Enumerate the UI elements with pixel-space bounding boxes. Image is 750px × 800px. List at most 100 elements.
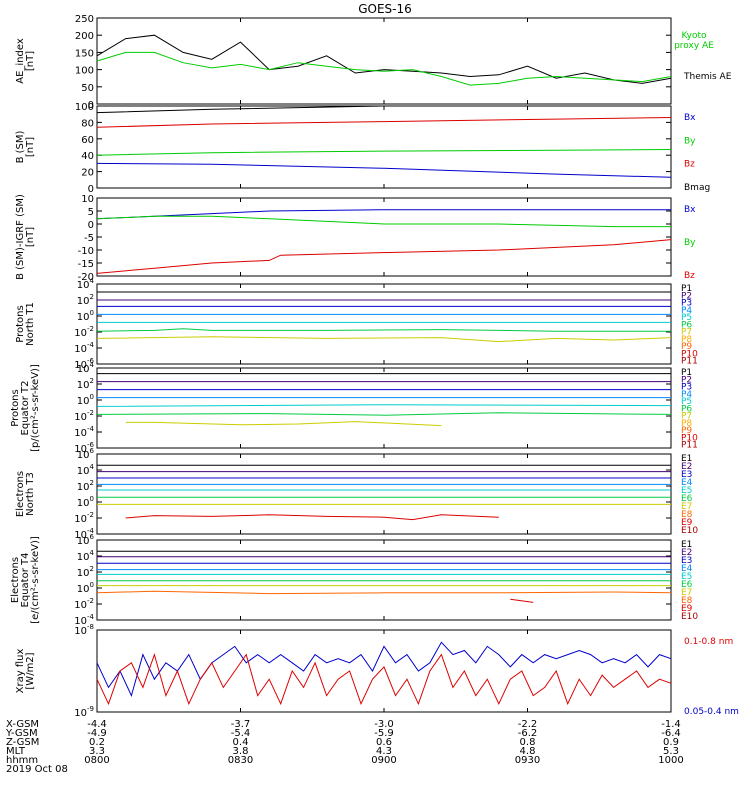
figure-title: GOES-16 [358, 2, 412, 16]
series-bz [96, 239, 672, 274]
series-bmag [96, 105, 671, 114]
legend-entry: Bz [684, 271, 695, 281]
x-axis-tick-label: -5.4 [231, 728, 251, 739]
series-p7 [125, 421, 442, 427]
legend-entry: P6 [681, 320, 692, 330]
y-axis-label: Equator T4 [20, 553, 31, 608]
y-tick-label: 0 [88, 220, 94, 231]
series-themis-ae [96, 34, 672, 84]
legend-entry: E6 [681, 494, 693, 504]
legend-entry: E2 [681, 462, 692, 472]
legend-entry: P2 [681, 291, 692, 301]
legend-entry: P4 [681, 390, 692, 400]
y-tick-label: 10-2 [74, 325, 94, 339]
x-axis-row-label: hhmm [6, 755, 38, 766]
legend-entry: Bz [684, 160, 695, 170]
series-e9 [125, 514, 499, 521]
x-axis-tick-label: 0900 [371, 755, 396, 766]
y-axis-label: Electrons [10, 557, 21, 603]
legend-entry: P8 [681, 419, 692, 429]
y-tick-label: 200 [75, 31, 94, 42]
x-axis-tick-label: 1000 [658, 755, 683, 766]
y-tick-label: -15 [78, 259, 94, 270]
y-tick-label: 104 [77, 361, 95, 375]
series-p7 [96, 336, 672, 343]
y-axis-label: Equator T2 [20, 381, 31, 436]
y-tick-label: 10-8 [74, 623, 94, 637]
y-tick-label: -10 [78, 246, 94, 257]
series-0-1-0-8-nm [96, 652, 672, 706]
x-axis-tick-label: -6.2 [518, 728, 538, 739]
legend-entry: 0.1-0.8 nm [684, 637, 733, 647]
y-tick-label: 150 [75, 48, 94, 59]
y-tick-label: 102 [77, 479, 94, 493]
y-tick-label: 10 [81, 194, 94, 205]
y-tick-label: 5 [88, 207, 94, 218]
legend-entry: P10 [681, 433, 698, 443]
y-tick-label: 10-2 [74, 511, 94, 525]
y-tick-label: 20 [81, 168, 94, 179]
x-axis-tick-label: -5.9 [374, 728, 394, 739]
x-axis-tick-label: -6.4 [661, 728, 681, 739]
y-axis-label: [e/(cm²-s-sr-keV)] [30, 536, 41, 624]
y-axis-label: [nT] [25, 51, 36, 71]
x-axis-tick-label: 0830 [228, 755, 253, 766]
legend-entry: E7 [681, 588, 692, 598]
legend-entry: P5 [681, 313, 692, 323]
y-tick-label: 100 [77, 495, 94, 509]
x-axis-tick-label: -1.4 [661, 719, 681, 730]
legend-entry: E10 [681, 526, 698, 536]
panel-frame [96, 17, 672, 105]
y-tick-label: 80 [81, 118, 94, 129]
legend-entry: P11 [681, 357, 698, 367]
panel-frame [96, 453, 672, 535]
y-axis-label: Electrons [15, 471, 26, 517]
series-0-05-0-4-nm [96, 641, 672, 698]
y-tick-label: 106 [77, 447, 95, 461]
legend-entry: Bmag [684, 183, 710, 193]
y-tick-label: 250 [75, 14, 94, 25]
y-axis-label: [p/(cm²-s-sr-keV)] [30, 364, 41, 452]
legend-entry: 0.05-0.4 nm [684, 707, 739, 717]
series-p5 [96, 404, 672, 407]
y-axis-label: AE_index [15, 38, 26, 84]
legend-entry: P9 [681, 342, 692, 352]
legend-entry: P4 [681, 306, 692, 316]
x-axis-row-label: Z-GSM [6, 737, 39, 748]
legend-entry: Themis AE [683, 72, 732, 82]
y-tick-label: 106 [77, 533, 95, 547]
legend-entry: E9 [681, 518, 693, 528]
y-tick-label: 0 [88, 100, 94, 111]
x-axis-tick-label: 0800 [84, 755, 109, 766]
y-tick-label: 100 [75, 66, 94, 77]
series-kyoto-proxy-ae [96, 51, 672, 86]
x-axis-tick-label: 5.3 [663, 746, 679, 757]
y-tick-label: 104 [77, 463, 95, 477]
series-bz [96, 117, 672, 128]
legend-entry: Bx [684, 205, 696, 215]
panel-3: -20 -15 -10 -5 0 5 10 B (SM)-IGRF (SM) [nT] Bx By B… [15, 194, 696, 283]
legend-entry: E8 [681, 510, 693, 520]
y-tick-label: 100 [77, 309, 94, 323]
legend-entry: E1 [681, 454, 692, 464]
y-tick-label: 102 [77, 377, 94, 391]
series-p6 [96, 412, 672, 416]
panel-frame [96, 283, 672, 365]
legend-entry: P3 [681, 383, 692, 393]
legend-entry: proxy AE [674, 41, 714, 51]
x-axis-tick-label: 4.3 [376, 746, 392, 757]
x-axis-tick-label: -4.9 [87, 728, 107, 739]
x-axis-row-label: MLT [6, 746, 26, 757]
x-axis-tick-label: 0.9 [663, 737, 679, 748]
y-tick-label: 10-9 [74, 705, 94, 719]
y-axis-label: Protons [10, 389, 21, 426]
panel-frame [96, 367, 672, 449]
legend-entry: E5 [681, 572, 692, 582]
y-tick-label: 10-2 [74, 409, 94, 423]
x-axis-tick-label: 3.3 [89, 746, 105, 757]
x-axis-tick-label: 4.8 [520, 746, 536, 757]
legend-entry: E8 [681, 596, 693, 606]
